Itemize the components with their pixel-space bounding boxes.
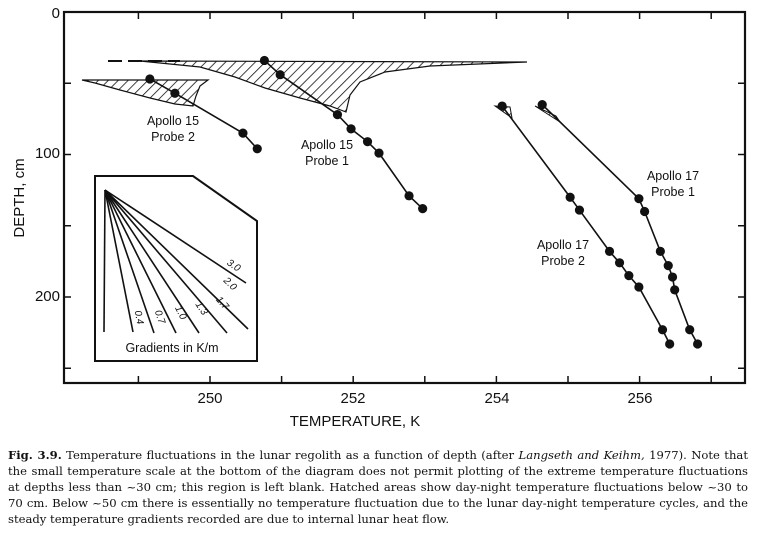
inset-title: Gradients in K/m xyxy=(125,341,218,355)
figure: Apollo 15 Probe 2 Apollo 15 Probe 1 Apol… xyxy=(11,5,747,430)
y-tick-label: 0 xyxy=(52,5,60,22)
data-point xyxy=(692,339,703,349)
figure-number: Fig. 3.9. xyxy=(8,448,62,462)
data-point xyxy=(670,285,680,295)
label-a15p2-line1: Apollo 15 xyxy=(147,114,199,128)
x-tick-label: 256 xyxy=(627,390,652,407)
inset-frame xyxy=(94,175,258,362)
figure-caption: Fig. 3.9. Temperature fluctuations in th… xyxy=(8,447,748,527)
data-point xyxy=(362,137,373,147)
gradient-line xyxy=(104,189,155,334)
label-a15p1-line1: Apollo 15 xyxy=(301,138,353,152)
label-a17p1-line2: Probe 1 xyxy=(651,185,695,199)
data-point xyxy=(634,282,644,292)
data-point xyxy=(497,101,507,111)
data-point xyxy=(418,204,428,214)
hatched-area-apollo17-p1 xyxy=(534,105,561,123)
data-point xyxy=(259,55,270,66)
y-tick-label: 200 xyxy=(35,288,60,305)
data-point xyxy=(685,325,695,335)
y-tick-label: 100 xyxy=(35,145,60,162)
label-a15p2-line2: Probe 2 xyxy=(151,130,195,144)
data-series xyxy=(145,55,703,349)
data-point xyxy=(404,191,414,201)
hatched-area-upper xyxy=(139,60,528,113)
caption-citation: Langseth and Keihm, xyxy=(518,448,645,462)
gradient-line xyxy=(104,189,249,330)
data-point xyxy=(640,206,650,217)
data-point xyxy=(238,128,248,138)
gradient-line-zero xyxy=(103,189,106,333)
y-axis-title: DEPTH, cm xyxy=(11,158,28,237)
gradient-line xyxy=(104,189,200,334)
gradient-line xyxy=(104,189,177,334)
x-tick-label: 252 xyxy=(340,390,365,407)
data-point xyxy=(565,192,575,202)
data-point xyxy=(634,194,644,204)
caption-text: 1977). Note that the small temperature s… xyxy=(8,448,748,526)
series-line-0 xyxy=(149,78,258,150)
label-a15p1-line2: Probe 1 xyxy=(305,154,349,168)
data-point xyxy=(614,258,625,268)
gradient-inset: 0.40.71.01.31.72.03.0 Gradients in K/m xyxy=(94,175,258,362)
series-line-2 xyxy=(501,105,671,345)
plot-frame xyxy=(62,10,747,385)
caption-text: Temperature fluctuations in the lunar re… xyxy=(61,448,519,462)
data-point xyxy=(657,325,668,335)
gradient-label: 0.7 xyxy=(152,309,167,326)
data-point xyxy=(604,246,615,256)
data-point xyxy=(332,110,343,120)
data-point xyxy=(667,272,678,282)
series-line-1 xyxy=(263,59,424,210)
data-point xyxy=(346,124,356,134)
data-point xyxy=(655,246,665,256)
label-a17p2-line2: Probe 2 xyxy=(541,254,585,268)
label-a17p2-line1: Apollo 17 xyxy=(537,238,589,252)
data-point xyxy=(374,148,384,158)
data-point xyxy=(275,70,285,80)
hatched-area-lower xyxy=(81,79,210,107)
gradient-line xyxy=(104,189,134,333)
gradient-label: 0.4 xyxy=(132,310,146,326)
data-point xyxy=(170,88,180,98)
data-point xyxy=(537,100,547,110)
x-axis-title: TEMPERATURE, K xyxy=(290,413,421,430)
data-point xyxy=(145,74,155,84)
axis-ticks xyxy=(64,12,745,383)
label-a17p1-line1: Apollo 17 xyxy=(647,169,699,183)
x-tick-label: 250 xyxy=(197,390,222,407)
gradient-line xyxy=(104,189,228,334)
data-point xyxy=(574,205,585,215)
data-point xyxy=(663,261,673,271)
series-line-3 xyxy=(541,104,699,345)
data-point xyxy=(252,144,262,154)
data-point xyxy=(624,271,634,281)
data-point xyxy=(665,339,675,349)
x-tick-label: 254 xyxy=(484,390,509,407)
gradient-line xyxy=(104,189,247,284)
